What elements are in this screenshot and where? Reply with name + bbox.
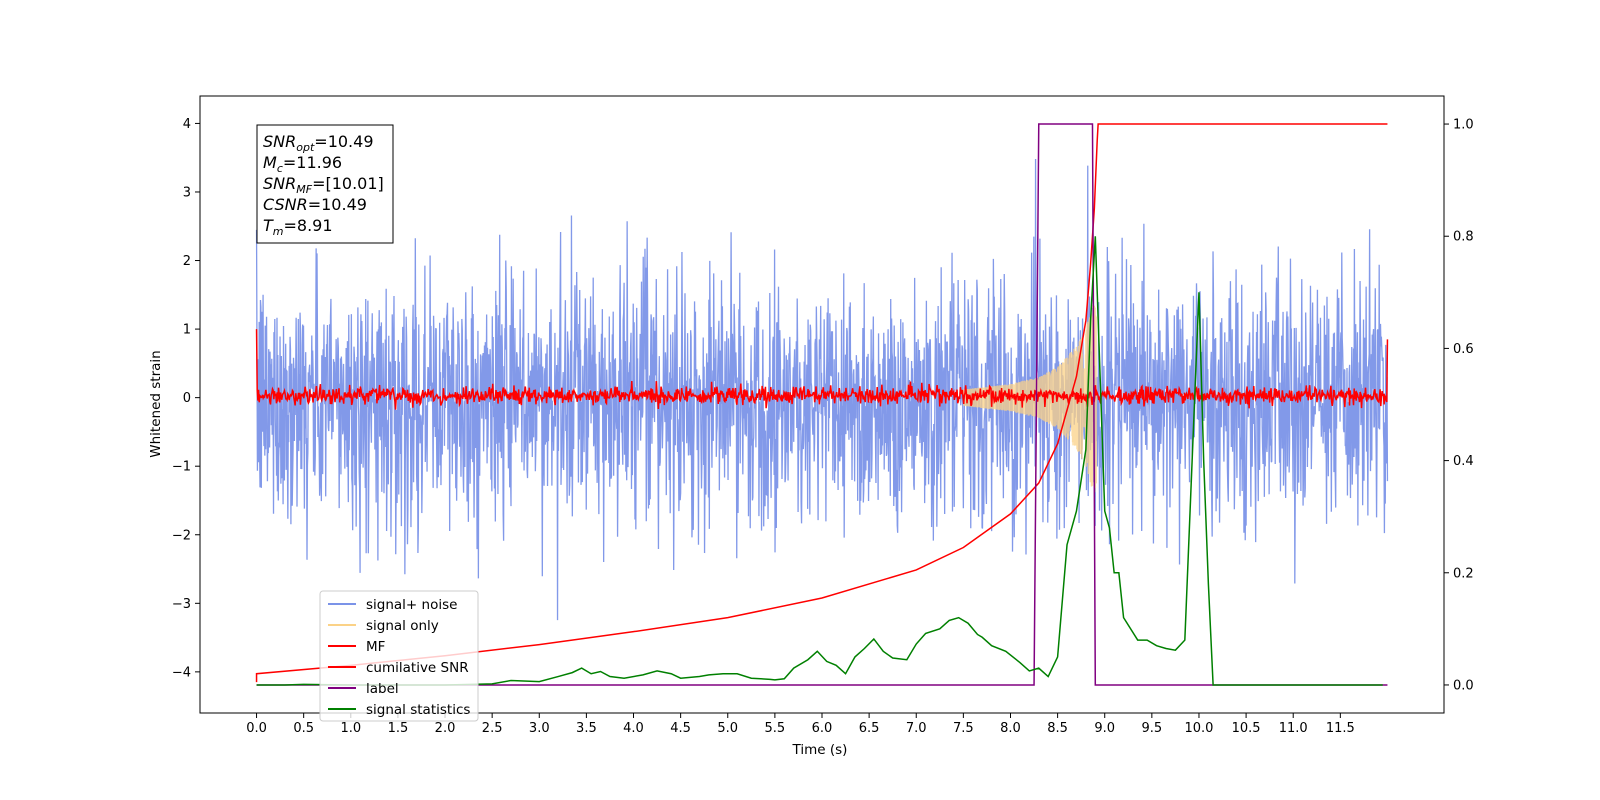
y-tick-label: 3 <box>183 185 191 200</box>
x-axis-label: Time (s) <box>792 742 848 758</box>
legend-label: signal+ noise <box>366 597 457 613</box>
y2-tick-label: 0.2 <box>1453 566 1474 581</box>
annotation-value: =10.49 <box>314 132 373 151</box>
x-tick-label: 9.0 <box>1094 721 1115 736</box>
x-tick-label: 11.5 <box>1326 721 1355 736</box>
y2-tick-label: 0.8 <box>1453 230 1474 245</box>
legend-frame <box>319 590 479 722</box>
x-tick-label: 6.5 <box>859 721 880 736</box>
legend: signal+ noise signal only MF cumilative SNR… <box>319 590 479 722</box>
legend-label: signal only <box>366 618 439 634</box>
y-tick-label: 0 <box>183 391 191 406</box>
annotation-box: SNRopt=10.49Mc=11.96SNRMF=[10.01]CSNR=10… <box>256 124 394 244</box>
x-tick-label: 7.5 <box>953 721 974 736</box>
annotation-subscript: c <box>277 162 283 175</box>
annotation-symbol: SNR <box>263 174 296 193</box>
y2-tick-label: 0.0 <box>1453 678 1474 693</box>
x-tick-label: 5.5 <box>765 721 786 736</box>
annotation-line: Mc=11.96 <box>263 153 342 175</box>
y-tick-label: −3 <box>172 597 191 612</box>
annotation-symbol: M <box>263 153 277 172</box>
series-label-line <box>256 123 1388 686</box>
x-tick-label: 3.0 <box>529 721 550 736</box>
annotation-symbol: SNR <box>263 132 296 151</box>
x-tick-label: 11.0 <box>1279 721 1308 736</box>
x-tick-label: 1.5 <box>388 721 409 736</box>
annotation-line: CSNR=10.49 <box>263 195 367 214</box>
y2-tick-label: 0.4 <box>1453 454 1474 469</box>
x-tick-label: 0.0 <box>246 721 267 736</box>
y2-tick-label: 0.6 <box>1453 342 1474 357</box>
x-tick-label: 7.0 <box>906 721 927 736</box>
y-axis-ticks: 4 3 2 1 0 −1 −2 −3 −4 <box>172 117 200 680</box>
legend-label: cumilative SNR <box>366 660 469 676</box>
annotation-subscript: m <box>273 225 284 238</box>
series-signal-noise-line <box>255 159 1389 621</box>
x-tick-label: 2.5 <box>482 721 503 736</box>
annotation-value: =10.49 <box>308 195 367 214</box>
x-tick-label: 5.0 <box>717 721 738 736</box>
annotation-line: SNRMF=[10.01] <box>263 174 384 196</box>
y2-axis-ticks: 1.0 0.8 0.6 0.4 0.2 0.0 <box>1444 118 1474 693</box>
x-tick-label: 4.5 <box>670 721 691 736</box>
annotation-symbol: T <box>263 216 274 235</box>
annotation-value: =8.91 <box>284 216 333 235</box>
x-tick-label: 0.5 <box>293 721 314 736</box>
x-tick-label: 1.0 <box>340 721 361 736</box>
x-tick-label: 8.5 <box>1047 721 1068 736</box>
annotation-value: =[10.01] <box>312 174 384 193</box>
y-tick-label: −2 <box>172 528 191 543</box>
x-axis-ticks: 0.0 0.5 1.0 1.5 2.0 2.5 3.0 3.5 4.0 4.5 5.0 5.5 6.0 6… <box>246 713 1355 736</box>
x-tick-label: 2.0 <box>435 721 456 736</box>
y-tick-label: −4 <box>172 665 191 680</box>
series-signal-statistics-line <box>256 236 1383 686</box>
x-tick-label: 8.0 <box>1000 721 1021 736</box>
x-tick-label: 10.0 <box>1184 721 1213 736</box>
annotation-symbol: CSNR <box>263 195 308 214</box>
y2-tick-label: 1.0 <box>1453 118 1474 133</box>
legend-label: label <box>366 681 399 697</box>
annotation-subscript: MF <box>296 183 312 196</box>
annotation-line: SNRopt=10.49 <box>263 132 374 154</box>
legend-label: signal statistics <box>366 702 470 718</box>
x-tick-label: 10.5 <box>1232 721 1261 736</box>
legend-label: MF <box>366 639 385 655</box>
x-tick-label: 3.5 <box>576 721 597 736</box>
y-tick-label: −1 <box>172 460 191 475</box>
annotation-line: Tm=8.91 <box>263 216 333 238</box>
x-tick-label: 6.0 <box>812 721 833 736</box>
x-tick-label: 9.5 <box>1142 721 1163 736</box>
x-tick-label: 4.0 <box>623 721 644 736</box>
y-tick-label: 4 <box>183 117 191 132</box>
y-tick-label: 2 <box>183 254 191 269</box>
y-tick-label: 1 <box>183 323 191 338</box>
series-mf-line <box>255 329 1389 410</box>
y-axis-label: Whitened strain <box>148 350 164 457</box>
annotation-frame <box>256 124 394 244</box>
annotation-subscript: opt <box>296 141 315 154</box>
annotation-value: =11.96 <box>283 153 342 172</box>
